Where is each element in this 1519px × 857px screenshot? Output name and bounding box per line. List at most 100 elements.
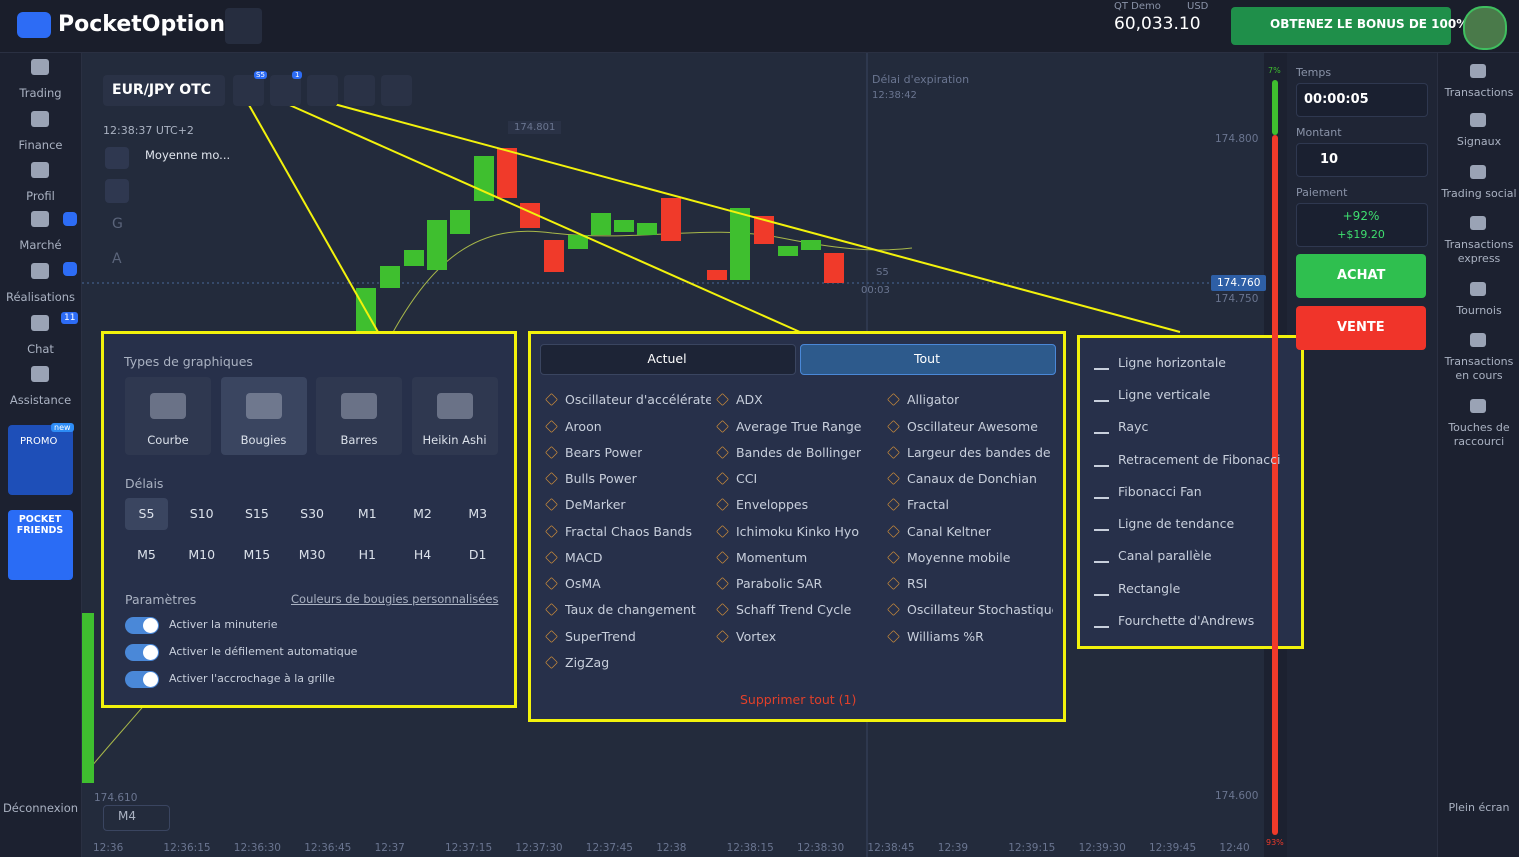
side-tool[interactable]: G bbox=[112, 216, 123, 232]
indicator-item[interactable]: Williams %R bbox=[907, 629, 984, 644]
indicator-item[interactable]: Aroon bbox=[565, 419, 602, 434]
timeframe-chip[interactable]: S5 bbox=[125, 498, 168, 530]
indicator-item[interactable]: ZigZag bbox=[565, 655, 610, 670]
timeframe-chip[interactable]: H4 bbox=[413, 547, 432, 562]
tab-label[interactable]: Actuel bbox=[647, 351, 687, 366]
indicator-item[interactable]: Bears Power bbox=[565, 445, 643, 460]
timeframe-chip[interactable]: M1 bbox=[357, 506, 377, 521]
indicator-item[interactable]: Ichimoku Kinko Hyo bbox=[736, 524, 859, 539]
indicator-collapse[interactable] bbox=[105, 147, 129, 169]
indicator-item[interactable]: MACD bbox=[565, 550, 603, 565]
remove-all[interactable]: Supprimer tout (1) bbox=[740, 692, 857, 707]
indicator-item[interactable]: Average True Range bbox=[736, 419, 862, 434]
drawing-item[interactable]: Fourchette d'Andrews bbox=[1118, 613, 1255, 628]
drawing-item[interactable]: Ligne verticale bbox=[1118, 387, 1211, 402]
indicator-item[interactable]: Parabolic SAR bbox=[736, 576, 823, 591]
drawing-item[interactable]: Canal parallèle bbox=[1118, 548, 1212, 563]
sell-button[interactable] bbox=[1296, 306, 1426, 350]
buy-button[interactable] bbox=[1296, 254, 1426, 298]
tool-button[interactable] bbox=[381, 75, 412, 106]
indicator-item[interactable]: Bulls Power bbox=[565, 471, 637, 486]
timeframe-chip[interactable]: S10 bbox=[189, 506, 214, 521]
indicator-item[interactable]: CCI bbox=[736, 471, 758, 486]
balance[interactable]: 60,033.10 bbox=[1114, 14, 1201, 34]
timeframe-selector[interactable] bbox=[103, 805, 170, 831]
time-input[interactable] bbox=[1296, 83, 1428, 117]
side-tool[interactable]: A bbox=[112, 251, 122, 267]
indicator-item[interactable]: Fractal Chaos Bands bbox=[565, 524, 693, 539]
indicator-item[interactable]: SuperTrend bbox=[565, 629, 636, 644]
timeframe-chip[interactable]: M10 bbox=[188, 547, 216, 562]
indicator-item[interactable]: Enveloppes bbox=[736, 497, 809, 512]
tab[interactable] bbox=[800, 344, 1056, 375]
timeframe-chip[interactable]: S30 bbox=[300, 506, 325, 521]
tab-label[interactable]: Tout bbox=[914, 351, 940, 366]
drawing-item[interactable]: Rayc bbox=[1118, 419, 1149, 434]
nav-label[interactable]: Finance bbox=[18, 138, 63, 152]
indicator-item[interactable]: Largeur des bandes de bbox=[907, 445, 1051, 460]
indicator-item[interactable]: Fractal bbox=[907, 497, 949, 512]
indicator-item[interactable]: Alligator bbox=[907, 392, 960, 407]
right-nav-label[interactable]: Tournois bbox=[1456, 304, 1502, 317]
tool-button[interactable] bbox=[270, 75, 301, 106]
bonus-button-label[interactable]: OBTENEZ LE BONUS DE 100% bbox=[1270, 17, 1469, 31]
chart-type-label[interactable]: Bougies bbox=[240, 433, 287, 447]
side-tool[interactable] bbox=[105, 179, 129, 203]
right-nav-label[interactable]: Touches de raccourci bbox=[1448, 421, 1510, 448]
bonus-button[interactable] bbox=[1231, 7, 1451, 45]
indicator-item[interactable]: Canaux de Donchian bbox=[907, 471, 1037, 486]
right-nav-label[interactable]: Transactions bbox=[1444, 86, 1514, 99]
nav-label[interactable]: Marché bbox=[19, 238, 62, 252]
indicator-item[interactable]: Oscillateur d'accélérate bbox=[565, 392, 711, 407]
indicator-item[interactable]: Bandes de Bollinger bbox=[736, 445, 862, 460]
timeframe-chip[interactable]: H1 bbox=[358, 547, 376, 562]
timeframe-chip[interactable]: S15 bbox=[244, 506, 269, 521]
nav-label[interactable]: Chat bbox=[27, 342, 54, 356]
nav-label[interactable]: Trading bbox=[19, 86, 62, 100]
nav-label[interactable]: Profil bbox=[26, 189, 55, 203]
nav-label[interactable]: Réalisations bbox=[5, 290, 76, 304]
custom-colors-link[interactable]: Couleurs de bougies personnalisées bbox=[291, 592, 499, 606]
sell-label[interactable]: VENTE bbox=[1337, 320, 1385, 335]
nav-label[interactable]: Assistance bbox=[9, 393, 72, 407]
indicator-item[interactable]: Moyenne mobile bbox=[907, 550, 1011, 565]
drawing-item[interactable]: Ligne de tendance bbox=[1118, 516, 1235, 531]
right-nav-label[interactable]: Transactions express bbox=[1444, 238, 1514, 265]
drawing-item[interactable]: Fibonacci Fan bbox=[1118, 484, 1202, 499]
buy-label[interactable]: ACHAT bbox=[1337, 268, 1386, 283]
drawing-item[interactable]: Retracement de Fibonacci bbox=[1118, 452, 1281, 467]
chart-type-label[interactable]: Barres bbox=[340, 433, 378, 447]
logout[interactable]: Déconnexion bbox=[2, 801, 79, 815]
timeframe-chip[interactable]: M3 bbox=[468, 506, 488, 521]
chart-type-label[interactable]: Heikin Ashi bbox=[422, 433, 487, 447]
promo-card[interactable] bbox=[8, 425, 73, 495]
tool-button[interactable] bbox=[233, 75, 264, 106]
tool-button[interactable] bbox=[307, 75, 338, 106]
indicator-item[interactable]: Schaff Trend Cycle bbox=[736, 602, 852, 617]
indicator-item[interactable]: RSI bbox=[907, 576, 928, 591]
timeframe-chip[interactable]: D1 bbox=[468, 547, 487, 562]
amount-input[interactable] bbox=[1296, 143, 1428, 177]
chart-type-label[interactable]: Courbe bbox=[147, 433, 189, 447]
friends-card[interactable] bbox=[8, 510, 73, 580]
indicator-item[interactable]: Vortex bbox=[736, 629, 777, 644]
indicator-item[interactable]: Taux de changement bbox=[565, 602, 696, 617]
indicator-item[interactable]: ADX bbox=[736, 392, 763, 407]
right-nav-label[interactable]: Trading social bbox=[1441, 187, 1517, 200]
indicator-item[interactable]: Oscillateur Stochastique bbox=[907, 602, 1053, 617]
timeframe-chip[interactable]: M30 bbox=[298, 547, 326, 562]
asset-selector[interactable] bbox=[103, 75, 225, 106]
drawing-item[interactable]: Ligne horizontale bbox=[1118, 355, 1226, 370]
drawing-item[interactable]: Rectangle bbox=[1118, 581, 1181, 596]
indicator-item[interactable]: OsMA bbox=[565, 576, 601, 591]
indicator-item[interactable]: DeMarker bbox=[565, 497, 626, 512]
timeframe-chip[interactable]: M15 bbox=[243, 547, 271, 562]
timeframe-chip[interactable]: M2 bbox=[413, 506, 432, 521]
tab[interactable] bbox=[540, 344, 796, 375]
favorite-button[interactable] bbox=[225, 8, 262, 44]
asset[interactable]: EUR/JPY OTC bbox=[112, 82, 212, 98]
right-nav-label[interactable]: Plein écran bbox=[1448, 801, 1510, 814]
indicator-item[interactable]: Canal Keltner bbox=[907, 524, 991, 539]
timeframe[interactable]: M4 bbox=[118, 809, 136, 823]
timeframe-chip[interactable]: M5 bbox=[137, 547, 156, 562]
